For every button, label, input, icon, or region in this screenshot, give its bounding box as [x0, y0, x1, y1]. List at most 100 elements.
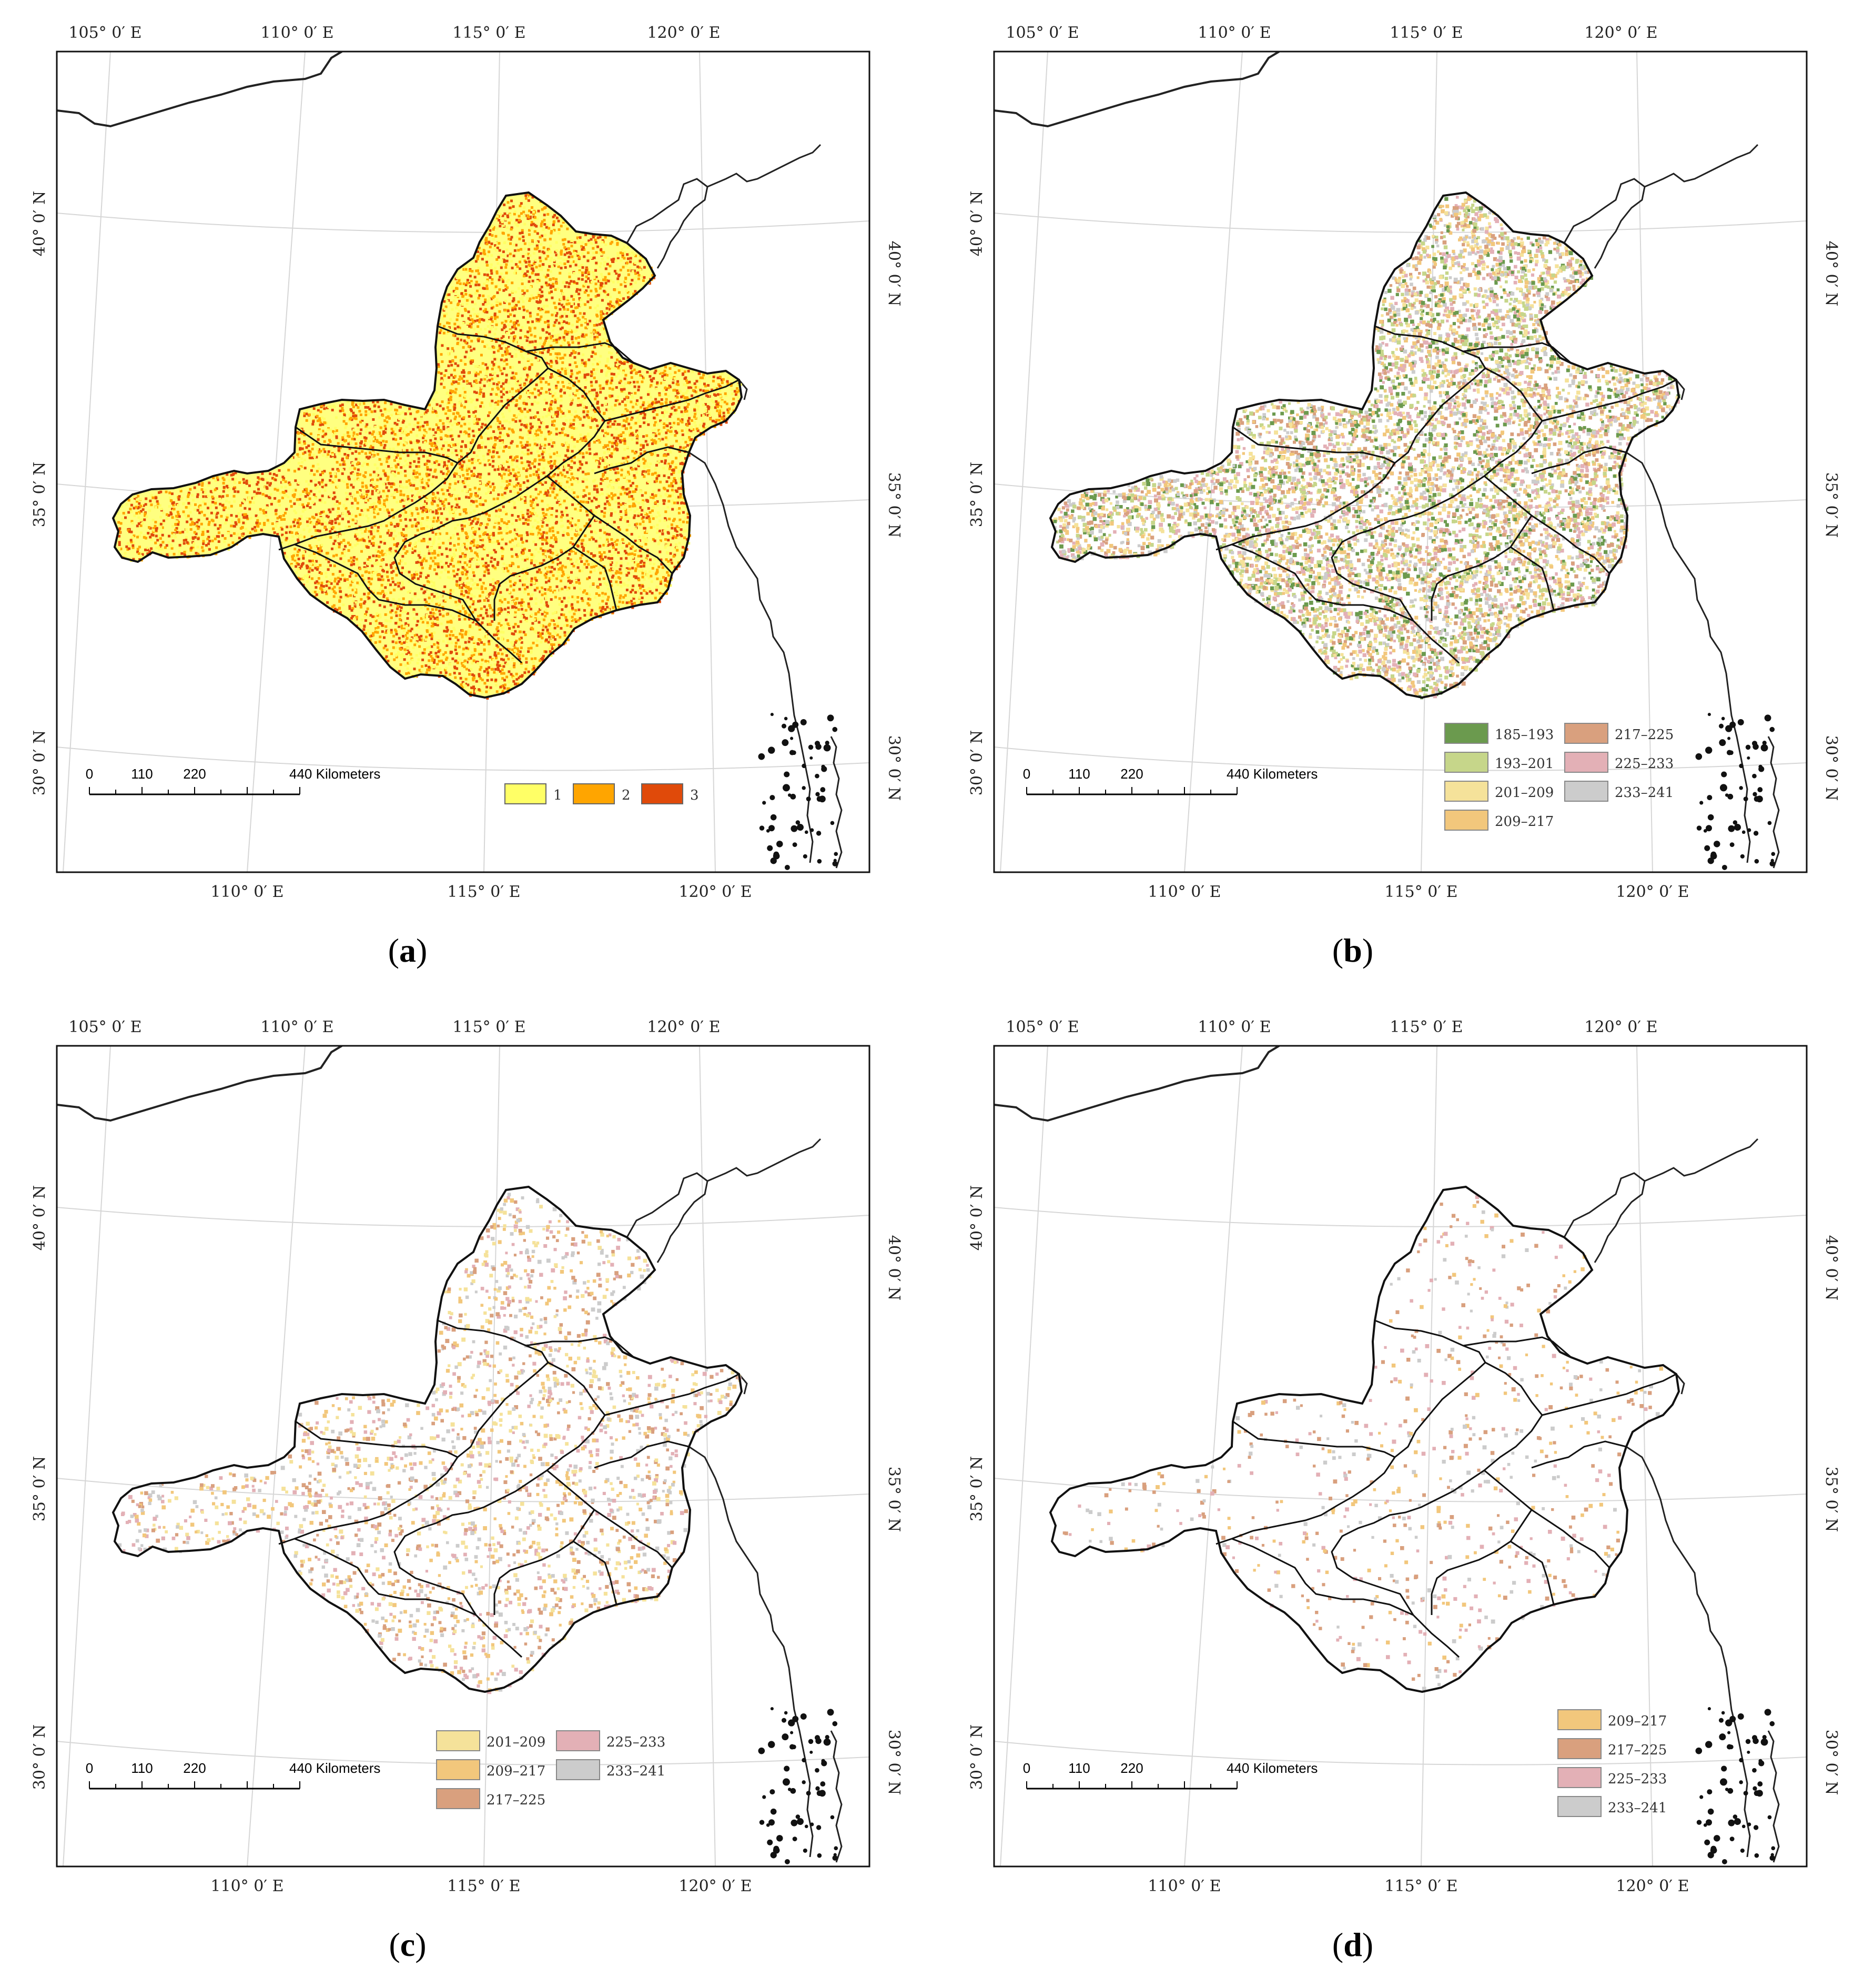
pixel-dot — [629, 260, 632, 264]
pixel-dot — [493, 468, 497, 471]
pixel-dot — [656, 523, 659, 527]
pixel-dot — [488, 411, 491, 414]
pixel-dot — [522, 516, 525, 519]
pixel-dot — [513, 528, 516, 531]
pixel-dot — [543, 219, 546, 221]
pixel-dot — [643, 589, 646, 592]
pixel-dot — [664, 542, 667, 545]
pixel-dot — [570, 398, 573, 401]
pixel-dot — [386, 570, 389, 573]
pixel-dot — [552, 441, 555, 445]
pixel-dot — [684, 410, 686, 413]
pixel-dot — [599, 606, 602, 609]
pixel-dot — [442, 504, 445, 507]
pixel-dot — [491, 388, 494, 391]
pixel-dot — [426, 409, 429, 412]
pixel-dot — [377, 474, 380, 477]
pixel-dot — [591, 372, 593, 376]
pixel-dot — [196, 509, 199, 512]
pixel-dot — [674, 527, 677, 530]
pixel-dot — [302, 554, 305, 558]
pixel-dot — [501, 321, 504, 325]
pixel-dot — [215, 496, 218, 499]
pixel-dot — [503, 683, 507, 687]
pixel-dot — [488, 593, 491, 596]
pixel-dot — [547, 514, 550, 518]
pixel-dot — [540, 268, 543, 271]
pixel-dot — [593, 285, 595, 288]
pixel-dot — [244, 522, 247, 525]
pixel-dot — [564, 225, 568, 228]
pixel-dot — [553, 647, 556, 650]
pixel-dot — [531, 556, 534, 559]
pixel-dot — [678, 477, 681, 480]
pixel-dot — [581, 274, 584, 277]
pixel-dot — [544, 234, 547, 237]
pixel-dot — [686, 512, 690, 516]
pixel-dot — [280, 528, 283, 531]
pixel-dot — [520, 637, 523, 640]
pixel-dot — [414, 541, 418, 544]
pixel-dot — [321, 435, 325, 438]
pixel-dot — [363, 562, 366, 565]
pixel-dot — [425, 635, 428, 639]
pixel-dot — [696, 408, 700, 411]
pixel-dot — [610, 561, 613, 564]
pixel-dot — [373, 483, 376, 487]
pixel-dot — [494, 300, 498, 304]
pixel-dot — [570, 352, 573, 355]
pixel-dot — [536, 535, 540, 538]
pixel-dot — [530, 559, 533, 562]
island — [832, 726, 838, 732]
pixel-dot — [434, 410, 437, 413]
pixel-dot — [514, 308, 517, 311]
pixel-dot — [448, 502, 450, 505]
pixel-dot — [462, 594, 465, 597]
pixel-dot — [481, 422, 484, 426]
pixel-dot — [533, 465, 536, 468]
pixel-dot — [384, 447, 388, 450]
pixel-dot — [556, 563, 560, 566]
pixel-dot — [657, 511, 660, 514]
pixel-dot — [400, 526, 402, 529]
pixel-dot — [303, 574, 307, 578]
pixel-dot — [447, 364, 450, 367]
pixel-dot — [649, 570, 651, 573]
pixel-dot — [500, 358, 503, 361]
pixel-dot — [538, 319, 541, 322]
pixel-dot — [399, 457, 402, 460]
pixel-dot — [686, 381, 689, 384]
pixel-dot — [514, 372, 518, 375]
pixel-dot — [497, 468, 500, 471]
pixel-dot — [465, 661, 469, 664]
pixel-dot — [606, 538, 609, 541]
pixel-dot — [452, 573, 455, 576]
pixel-dot — [707, 384, 710, 387]
pixel-dot — [281, 465, 285, 467]
pixel-dot — [521, 451, 524, 454]
pixel-dot — [623, 410, 626, 413]
pixel-dot — [504, 661, 507, 664]
pixel-dot — [513, 650, 516, 653]
pixel-dot — [333, 539, 337, 542]
pixel-dot — [518, 638, 521, 641]
pixel-dot — [630, 541, 633, 544]
pixel-dot — [606, 293, 610, 296]
pixel-dot — [504, 380, 508, 384]
pixel-dot — [212, 490, 215, 493]
pixel-dot — [387, 510, 390, 513]
pixel-dot — [619, 268, 622, 271]
pixel-dot — [368, 540, 371, 543]
pixel-dot — [396, 640, 399, 643]
pixel-dot — [674, 395, 677, 398]
pixel-dot — [502, 250, 505, 254]
pixel-dot — [445, 472, 449, 476]
pixel-dot — [186, 520, 189, 523]
pixel-dot — [327, 450, 330, 453]
pixel-dot — [338, 502, 341, 505]
pixel-dot — [523, 291, 526, 295]
pixel-dot — [605, 307, 609, 310]
pixel-dot — [620, 561, 623, 564]
pixel-dot — [167, 552, 170, 556]
pixel-dot — [490, 316, 493, 319]
